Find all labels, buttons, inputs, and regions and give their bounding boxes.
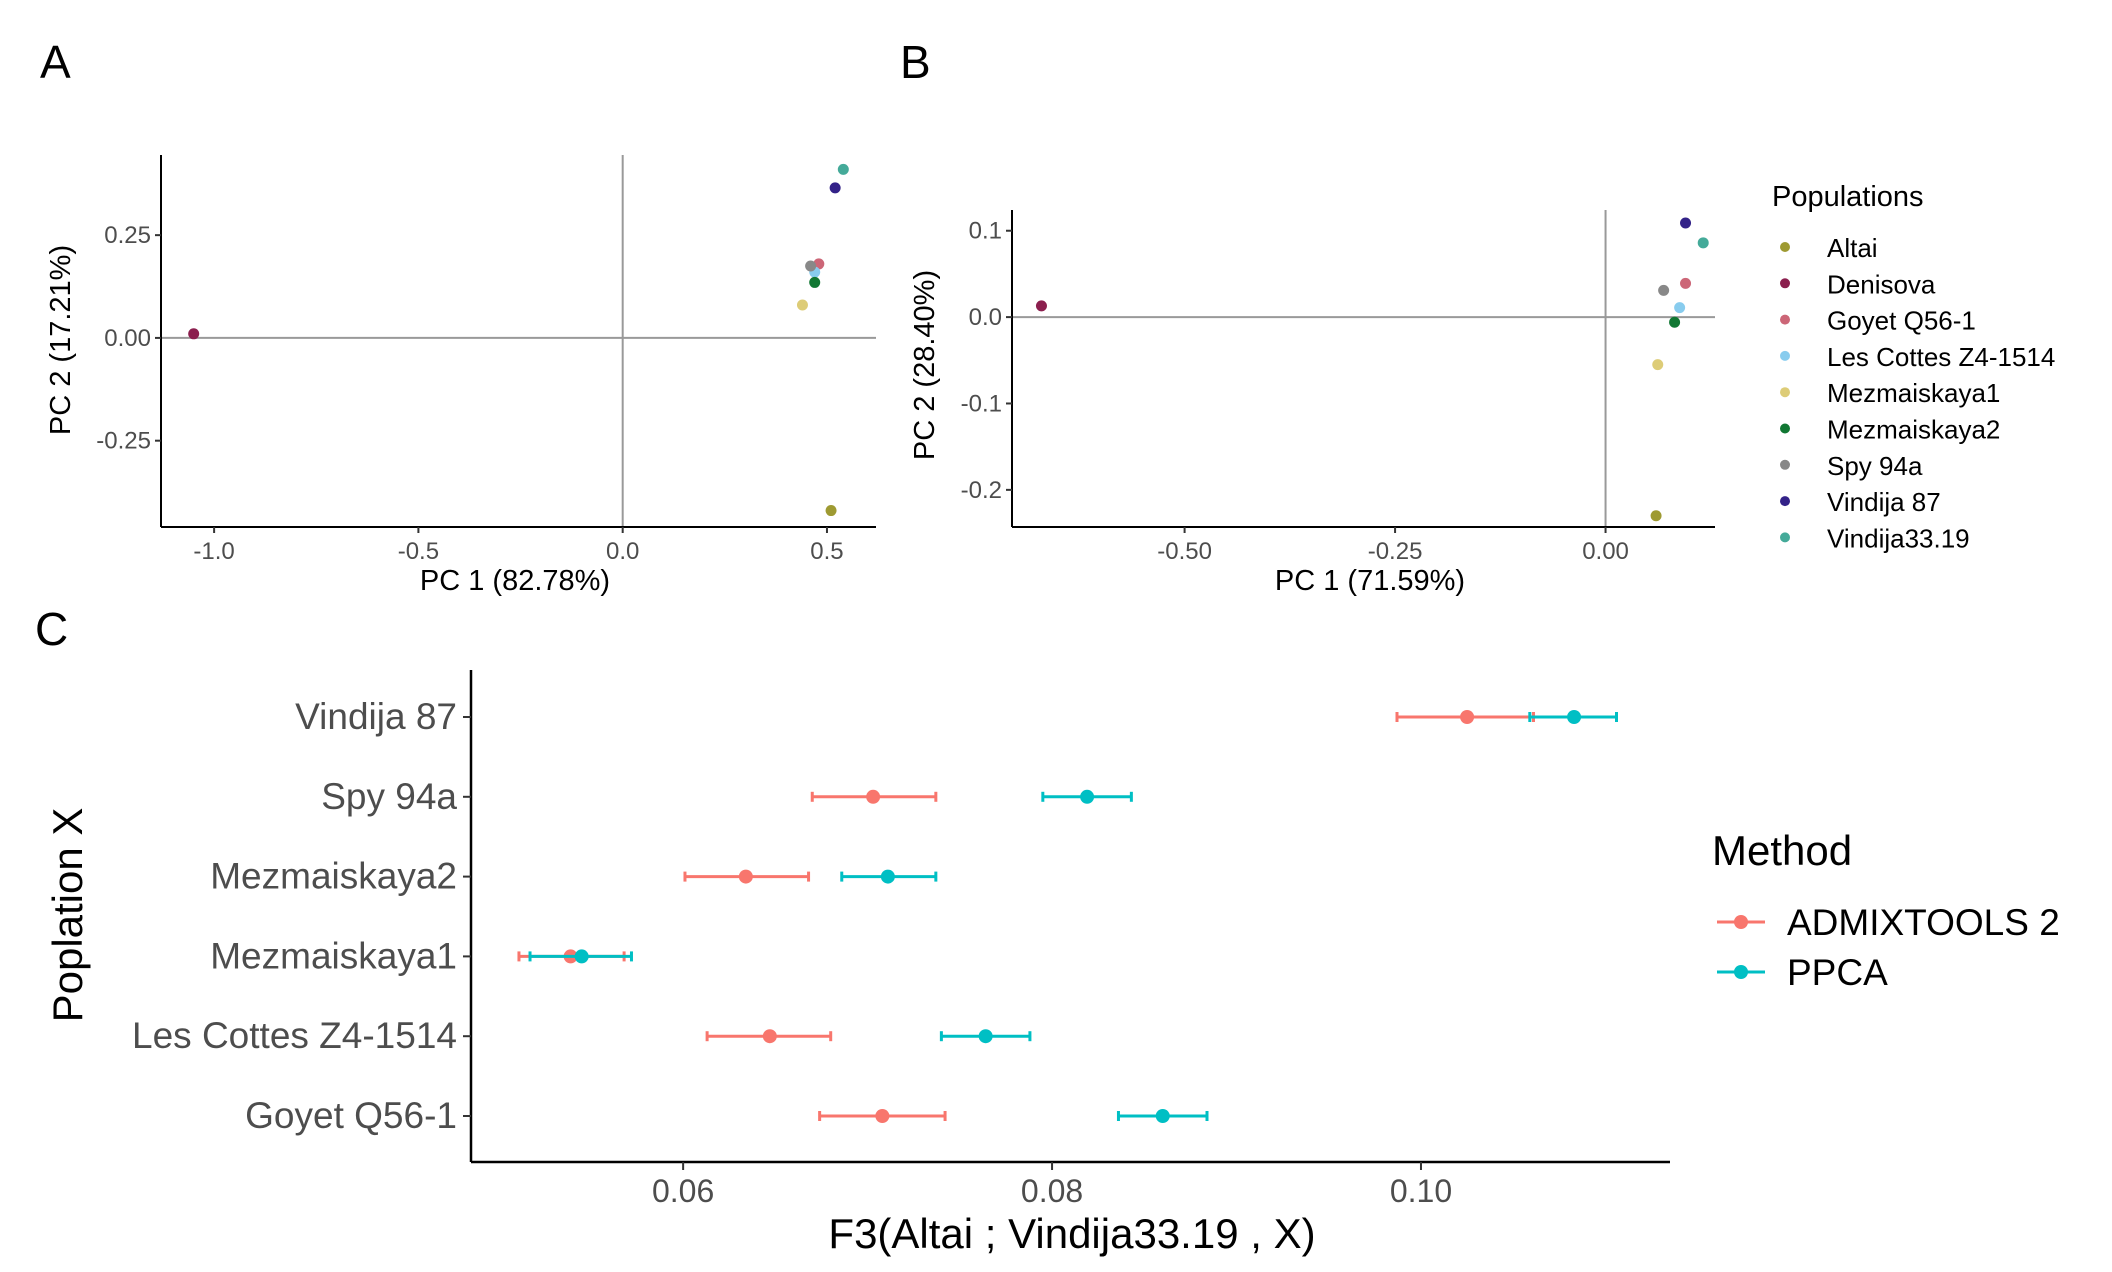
panel-c-x-axis-title: F3(Altai ; Vindija33.19 , X) [828, 1210, 1315, 1257]
legend-marker [1780, 350, 1790, 361]
panel-b-chart: -0.50 -0.25 0.00 -0.2 -0.1 0.0 0.1 PC 1 (71.59… [909, 210, 1715, 597]
legend-label: Goyet Q56-1 [1827, 306, 1976, 336]
legend-label: Vindija 87 [1827, 487, 1941, 517]
estimate-point [978, 1029, 993, 1044]
data-point [809, 276, 821, 288]
panel-c-chart: 0.06 0.08 0.10 Goyet Q56-1 Les Cottes Z4-151… [44, 670, 1670, 1257]
data-point [825, 505, 837, 517]
legend-label: Spy 94a [1827, 451, 1923, 481]
panel-b-x-axis-title: PC 1 (71.59%) [1275, 565, 1465, 597]
data-point [188, 328, 200, 340]
panel-label-b: B [900, 36, 931, 88]
y-tick-label: Mezmaiskaya1 [210, 935, 457, 976]
x-tick-label: 0.08 [1021, 1173, 1083, 1209]
data-point [1674, 302, 1686, 314]
legend-label: Les Cottes Z4-1514 [1827, 342, 2055, 372]
legend-marker [1780, 459, 1790, 470]
x-tick-label: 0.5 [810, 538, 843, 565]
y-tick-label: -0.25 [96, 428, 151, 455]
estimate-point [880, 869, 895, 884]
data-point [829, 182, 841, 194]
panel-c-errorbars [517, 710, 1619, 1123]
legend-marker [1780, 423, 1790, 434]
y-tick-label: Mezmaiskaya2 [210, 856, 457, 897]
y-tick-label: Spy 94a [321, 776, 457, 817]
legend-label: Vindija33.19 [1827, 523, 1970, 553]
y-tick-label: -0.1 [961, 390, 1002, 417]
estimate-point [1080, 789, 1095, 804]
x-tick-label: 0.0 [606, 538, 639, 565]
estimate-point [574, 949, 589, 964]
legend-label: Mezmaiskaya1 [1827, 378, 2000, 408]
data-point [805, 260, 817, 272]
x-tick-label: 0.10 [1390, 1173, 1452, 1209]
panel-b-reference-lines [1012, 210, 1715, 527]
populations-legend-items: Altai Denisova Goyet Q56-1 Les Cottes Z4-15… [1780, 233, 2055, 553]
legend-marker [1734, 915, 1748, 929]
panel-a-y-axis-title: PC 2 (17.21%) [45, 245, 77, 435]
method-legend-items: ADMIXTOOLS 2 PPCA [1717, 902, 2060, 993]
estimate-point [1567, 710, 1582, 724]
estimate-point [1460, 710, 1475, 724]
y-tick-label: Vindija 87 [295, 696, 457, 737]
populations-legend: Populations Altai Denisova Goyet Q56-1 Les … [1772, 181, 2055, 553]
legend-label: Altai [1827, 233, 1878, 263]
data-point [837, 163, 849, 175]
data-point [1650, 510, 1662, 522]
y-tick-label: -0.2 [961, 477, 1002, 504]
x-tick-label: 0.06 [652, 1173, 714, 1209]
panel-a-axes: -1.0 -0.5 0.0 0.5 -0.25 0.00 0.25 [96, 155, 876, 565]
panel-label-a: A [40, 36, 71, 88]
estimate-point [1155, 1109, 1170, 1123]
y-tick-label: Les Cottes Z4-1514 [132, 1015, 457, 1056]
panel-c-axes: 0.06 0.08 0.10 Goyet Q56-1 Les Cottes Z4-151… [132, 670, 1670, 1209]
data-point [1035, 300, 1047, 312]
estimate-point [866, 789, 881, 804]
legend-marker [1780, 387, 1790, 398]
x-tick-label: 0.00 [1582, 538, 1629, 565]
y-tick-label: 0.25 [104, 222, 151, 249]
legend-marker [1780, 532, 1790, 543]
legend-marker [1780, 314, 1790, 325]
panel-b-points [1035, 217, 1709, 522]
data-point [796, 299, 808, 311]
data-point [1652, 359, 1664, 371]
legend-label: Denisova [1827, 269, 1936, 299]
panel-a-x-axis-title: PC 1 (82.78%) [420, 565, 610, 597]
legend-marker [1780, 496, 1790, 507]
x-tick-label: -0.50 [1157, 538, 1212, 565]
legend-marker [1780, 242, 1790, 252]
y-tick-label: 0.0 [969, 304, 1002, 331]
legend-label: Mezmaiskaya2 [1827, 415, 2000, 445]
panel-label-c: C [35, 603, 68, 655]
panel-a-points [188, 163, 849, 517]
legend-label: ADMIXTOOLS 2 [1787, 902, 2060, 943]
data-point [1680, 277, 1692, 289]
method-legend: Method ADMIXTOOLS 2 PPCA [1712, 827, 2060, 993]
populations-legend-title: Populations [1772, 181, 1924, 213]
y-tick-label: Goyet Q56-1 [245, 1095, 457, 1136]
legend-marker [1734, 965, 1748, 979]
x-tick-label: -0.25 [1368, 538, 1423, 565]
x-tick-label: -1.0 [193, 538, 234, 565]
panel-a-chart: -1.0 -0.5 0.0 0.5 -0.25 0.00 0.25 PC 1 (82.78%… [45, 155, 876, 597]
data-point [1697, 237, 1709, 249]
y-tick-label: 0.00 [104, 325, 151, 352]
data-point [1680, 217, 1692, 229]
y-tick-label: 0.1 [969, 218, 1002, 245]
panel-a-reference-lines [161, 155, 876, 527]
legend-marker [1780, 278, 1790, 289]
x-tick-label: -0.5 [398, 538, 439, 565]
data-point [1658, 284, 1670, 296]
estimate-point [762, 1029, 777, 1044]
estimate-point [738, 869, 753, 884]
estimate-point [875, 1109, 890, 1123]
panel-b-y-axis-title: PC 2 (28.40%) [909, 270, 941, 460]
method-legend-title: Method [1712, 827, 1852, 874]
data-point [1669, 316, 1681, 328]
panel-b-axes: -0.50 -0.25 0.00 -0.2 -0.1 0.0 0.1 [961, 210, 1715, 565]
panel-c-y-axis-title: Poplation X [44, 808, 91, 1023]
legend-label: PPCA [1787, 952, 1888, 993]
